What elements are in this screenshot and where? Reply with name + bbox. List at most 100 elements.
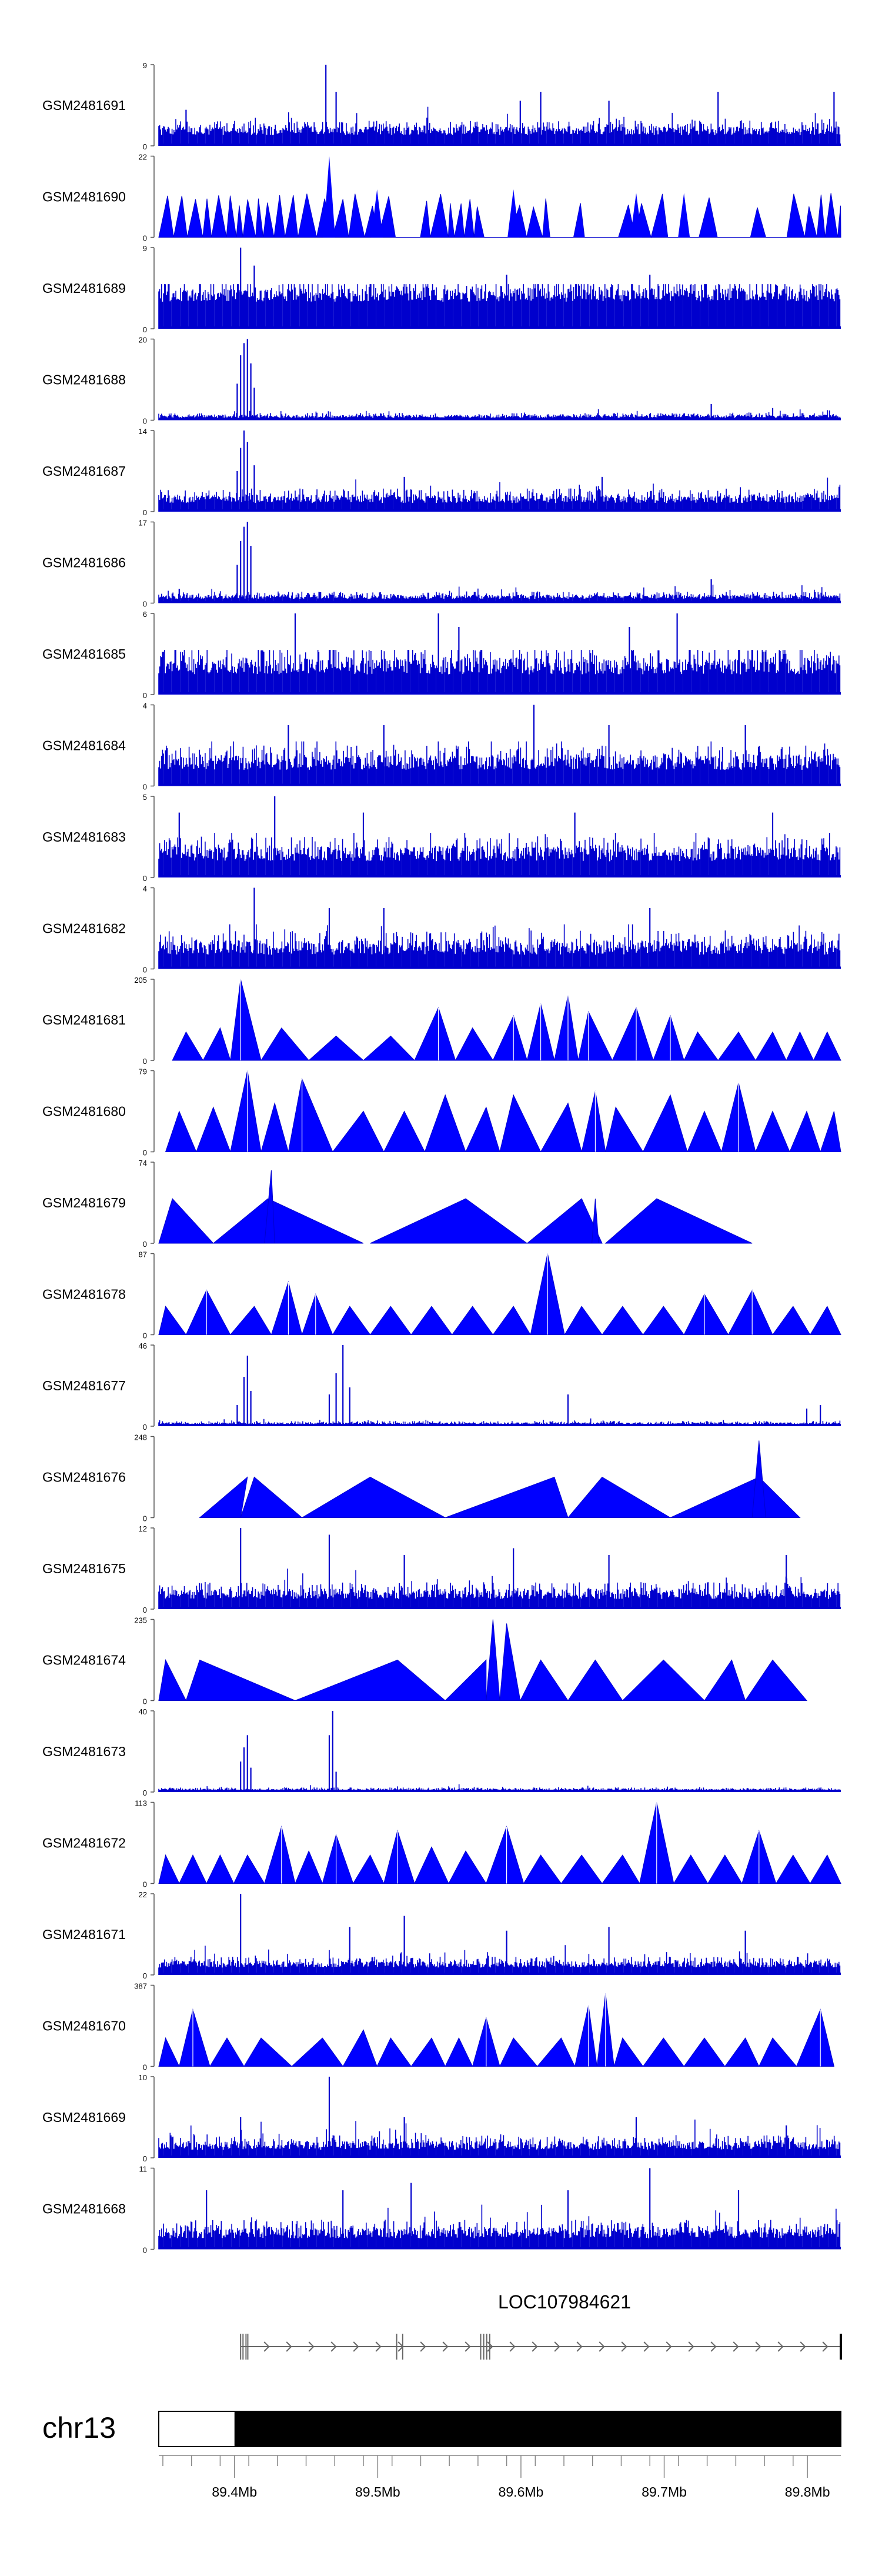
y-tick-label-min: 0 (143, 1606, 147, 1614)
signal-peak (670, 1476, 801, 1518)
y-tick-label-min: 0 (143, 1240, 147, 1249)
signal-peak (540, 1102, 582, 1152)
strand-arrow (532, 2341, 538, 2352)
chromosome-label: chr13 (42, 2411, 116, 2444)
signal-peak (264, 1825, 296, 1884)
y-tick-label-max: 4 (143, 702, 147, 710)
signal-area (158, 1802, 841, 1884)
track-label: GSM2481677 (42, 1378, 126, 1393)
gene-track: LOC107984621 (240, 2291, 842, 2360)
track: GSM2481678 87 0 (42, 1250, 841, 1340)
y-tick-label-min: 0 (143, 234, 147, 243)
signal-peak (323, 156, 335, 238)
signal-peak (370, 1198, 528, 1244)
signal-peak (383, 1110, 426, 1152)
strand-arrow (643, 2341, 650, 2352)
signal-bars (158, 2077, 841, 2158)
signal-peak (574, 2005, 597, 2067)
signal-peak (172, 1031, 204, 1061)
signal-noise (158, 478, 841, 512)
signal-peak (772, 1306, 811, 1335)
signal-peak (560, 1854, 603, 1884)
track-label: GSM2481670 (42, 2018, 126, 2034)
signal-peak (786, 1031, 814, 1061)
y-tick-label-max: 17 (139, 519, 147, 528)
signal-peak (158, 2037, 180, 2067)
y-tick-label-max: 235 (134, 1616, 147, 1625)
y-tick-label-max: 22 (139, 1890, 147, 1899)
signal-peak (295, 1850, 323, 1884)
signal-peak (264, 1170, 275, 1244)
signal-noise (158, 833, 841, 877)
signal-peak (332, 1306, 371, 1335)
y-tick-label-max: 387 (134, 1982, 147, 1991)
track-label: GSM2481672 (42, 1836, 126, 1851)
signal-area (158, 1993, 835, 2067)
signal-tracks: GSM248169190GSM2481690220GSM248168990GSM… (42, 61, 841, 2255)
signal-bars (158, 1345, 841, 1426)
signal-bars (158, 339, 841, 421)
chromosome-band (234, 2411, 841, 2447)
signal-peak (158, 1659, 187, 1701)
signal-peak (683, 1031, 719, 1061)
signal-baseline (159, 875, 841, 877)
y-tick-label-max: 248 (134, 1433, 147, 1442)
signal-noise (158, 2204, 841, 2250)
signal-peak (362, 1035, 416, 1061)
track: GSM2481669 10 0 (42, 2073, 841, 2163)
signal-peak (260, 1102, 289, 1152)
signal-peak (687, 1110, 722, 1152)
signal-peak (158, 1854, 180, 1884)
signal-area (199, 1440, 801, 1518)
track: GSM2481681 205 0 (42, 976, 841, 1066)
gene-model (240, 2334, 842, 2360)
signal-peak (796, 2008, 835, 2067)
track-label: GSM2481674 (42, 1653, 126, 1668)
track: GSM2481682 4 0 (42, 885, 841, 975)
track-label: GSM2481682 (42, 921, 126, 936)
track-label: GSM2481681 (42, 1012, 126, 1027)
strand-arrow (420, 2341, 426, 2352)
signal-baseline (159, 1790, 841, 1792)
signal-baseline (159, 2247, 841, 2250)
signal-peak (630, 193, 642, 238)
chromosome-body (158, 2411, 841, 2447)
strand-arrow (554, 2341, 560, 2352)
strand-arrow (353, 2341, 359, 2352)
signal-peak (199, 1476, 248, 1518)
gene-label: LOC107984621 (498, 2291, 631, 2313)
signal-noise (158, 106, 841, 146)
signal-peak (486, 1826, 524, 1884)
y-tick-label-max: 22 (139, 153, 147, 162)
strand-arrow (487, 2341, 493, 2352)
track-label: GSM2481687 (42, 463, 126, 479)
signal-peak (290, 2037, 344, 2067)
y-tick-label-min: 0 (143, 783, 147, 792)
signal-peak (158, 1306, 187, 1335)
y-tick-label-max: 6 (143, 610, 147, 619)
track-label: GSM2481685 (42, 646, 126, 662)
signal-peak (158, 1198, 214, 1244)
y-tick-label-min: 0 (143, 1332, 147, 1340)
y-tick-label-min: 0 (143, 1971, 147, 1980)
strand-arrow (465, 2341, 471, 2352)
signal-bars (158, 705, 841, 786)
signal-peak (759, 2037, 797, 2067)
signal-peak (653, 1015, 684, 1061)
signal-peak (492, 1015, 528, 1061)
signal-peak (492, 1306, 532, 1335)
signal-peak (581, 1090, 606, 1152)
track-label: GSM2481680 (42, 1104, 126, 1119)
signal-area (172, 979, 841, 1061)
signal-baseline (159, 2155, 841, 2158)
y-tick-label-max: 4 (143, 885, 147, 893)
track-label: GSM2481671 (42, 1927, 126, 1942)
signal-peak (642, 2037, 685, 2067)
strand-arrow (710, 2341, 717, 2352)
track-label: GSM2481668 (42, 2201, 126, 2217)
signal-peak (813, 1031, 841, 1061)
track-label: GSM2481675 (42, 1561, 126, 1576)
signal-peak (707, 1854, 743, 1884)
signal-peak (642, 1306, 685, 1335)
y-tick-label-min: 0 (143, 142, 147, 151)
